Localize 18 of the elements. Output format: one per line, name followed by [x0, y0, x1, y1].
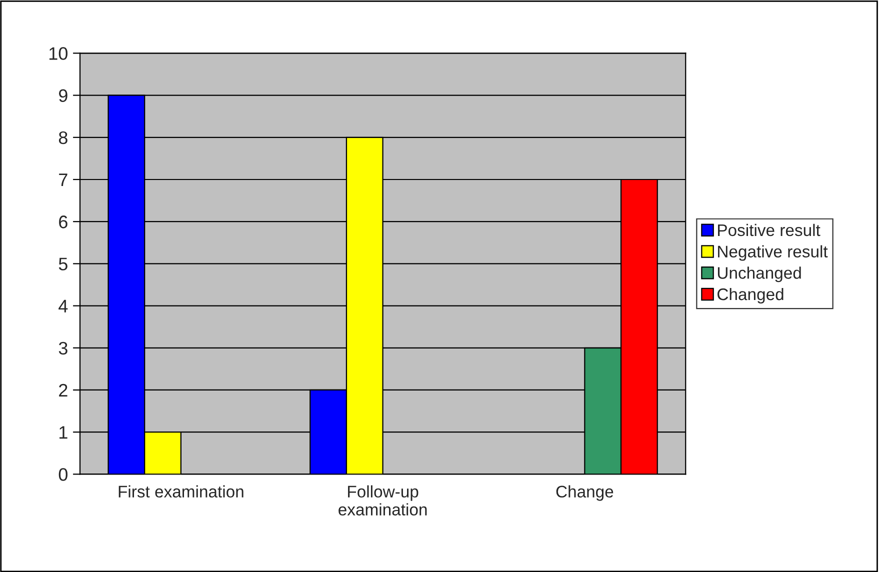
legend-label: Changed — [718, 288, 784, 304]
y-tick-label: 7 — [59, 174, 68, 186]
y-tick-label: 6 — [59, 216, 68, 228]
x-tick-label: Change — [556, 485, 614, 501]
y-tick-label: 9 — [58, 89, 68, 102]
y-tick-label: 0 — [58, 468, 68, 481]
legend-label: Negative result — [718, 245, 828, 261]
y-tick-label: 1 — [60, 426, 68, 439]
y-tick-label: 4 — [58, 300, 68, 312]
y-tick-label: 10 — [49, 47, 68, 60]
x-tick-label: Follow-up examination — [338, 485, 427, 516]
y-tick-label: 3 — [58, 342, 68, 355]
y-tick-label: 5 — [58, 258, 68, 270]
legend-label: Positive result — [718, 224, 820, 236]
x-tick-label: First examination — [118, 485, 244, 498]
y-tick-label: 8 — [58, 131, 68, 144]
legend-label: Unchanged — [718, 266, 801, 282]
y-tick-label: 2 — [59, 384, 68, 397]
